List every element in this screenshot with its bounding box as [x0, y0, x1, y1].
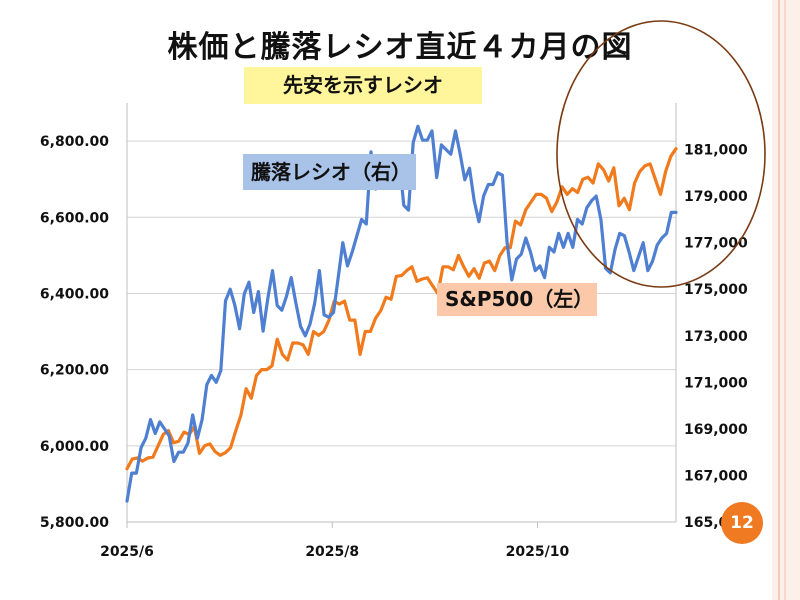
left-tick-label: 6,600.00: [40, 210, 109, 226]
left-tick-label: 5,800.00: [40, 515, 109, 531]
gridlines: [126, 103, 677, 523]
border-stripe: [778, 0, 780, 600]
right-tick-label: 181,000: [684, 143, 748, 159]
sp500-line: [125, 147, 678, 471]
left-tick-label: 6,000.00: [40, 439, 109, 455]
right-tick-label: 177,000: [684, 236, 748, 252]
x-tick-label: 2025/6: [100, 544, 154, 560]
slide-title: 株価と騰落レシオ直近４カ月の図: [167, 30, 633, 65]
right-tick-label: 167,000: [684, 468, 748, 484]
right-tick-label: 175,000: [684, 282, 748, 298]
left-tick-label: 6,200.00: [40, 363, 109, 379]
x-tick-label: 2025/10: [506, 544, 570, 560]
sp500-series-label: S&P500（左）: [437, 283, 597, 316]
ratio-series-label: 騰落レシオ（右）: [243, 154, 416, 190]
x-axis: 2025/6 2025/8 2025/10: [100, 522, 570, 560]
highlight-ellipse: [556, 20, 766, 288]
right-axis-ticks: 165,000167,000169,000171,000173,000175,0…: [684, 143, 748, 531]
slide-right-border: [772, 0, 800, 600]
right-tick-label: 171,000: [684, 375, 748, 391]
page-number-badge: 12: [721, 502, 763, 544]
right-tick-label: 169,000: [684, 422, 748, 438]
right-tick-label: 173,000: [684, 329, 748, 345]
x-tick-label: 2025/8: [305, 544, 359, 560]
left-tick-label: 6,400.00: [40, 286, 109, 302]
right-tick-label: 179,000: [684, 189, 748, 205]
border-stripe: [784, 0, 786, 600]
left-tick-label: 6,800.00: [40, 134, 109, 150]
highlight-label: 先安を示すレシオ: [244, 67, 482, 104]
left-axis-ticks: 5,800.00 6,000.00 6,200.00 6,400.00 6,600.00…: [40, 134, 109, 531]
